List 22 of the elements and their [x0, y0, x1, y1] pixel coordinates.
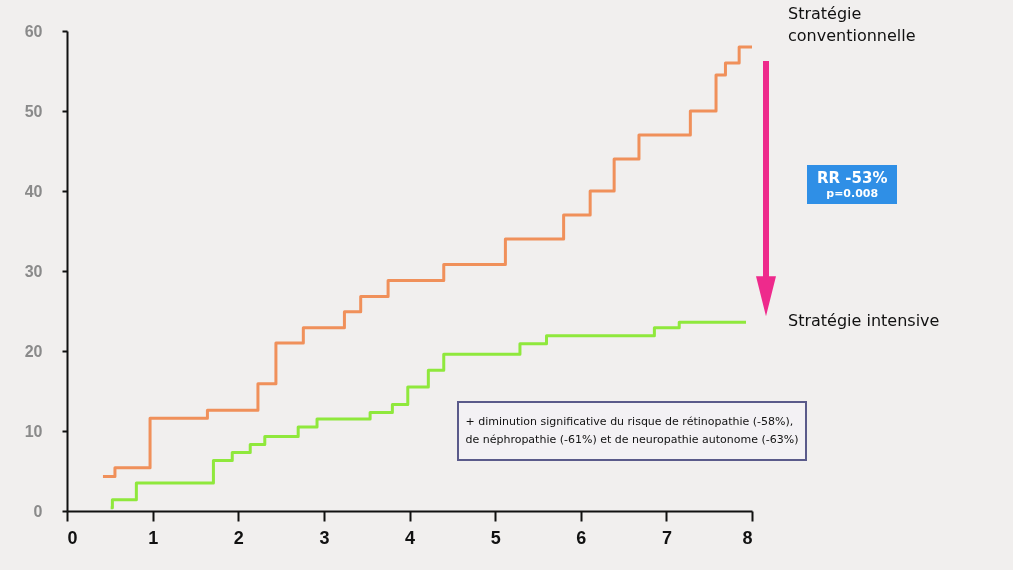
annotation: de néphropathie (-61%) et de neuropathie autonome (-63%) — [465, 431, 799, 448]
y-tick-label: 10 — [24, 422, 43, 440]
x-tick-label: 3 — [319, 527, 330, 548]
annotation: + diminution significative du risque de rétinopathie (-58%), — [465, 413, 795, 430]
y-tick-label: 0 — [33, 502, 43, 520]
x-tick-label: 6 — [576, 527, 587, 548]
x-tick-label: 1 — [148, 527, 159, 548]
y-tick-label: 50 — [24, 102, 43, 120]
x-tick-label: 0 — [67, 527, 78, 548]
y-tick-label: 60 — [24, 22, 43, 40]
x-tick-label: 8 — [742, 527, 753, 548]
x-tick-label: 4 — [404, 527, 416, 548]
y-tick-label: 20 — [24, 342, 43, 360]
text: Stratégie conventionnelle — [788, 3, 917, 47]
y-tick-label: 40 — [24, 182, 43, 200]
text: Stratégie intensive — [788, 310, 941, 333]
y-tick-label: 30 — [24, 262, 43, 280]
text-box: + diminution significative du risque de rétinopathie (-58%), de néphropathie (-61%) et de neuropathie autonome (-63%) — [457, 400, 807, 461]
x-tick-label: 7 — [661, 527, 672, 548]
x-tick-label: 2 — [233, 527, 244, 548]
label-box: RR -53% p=0.008 — [807, 165, 898, 205]
x-tick-label: 5 — [490, 527, 501, 548]
